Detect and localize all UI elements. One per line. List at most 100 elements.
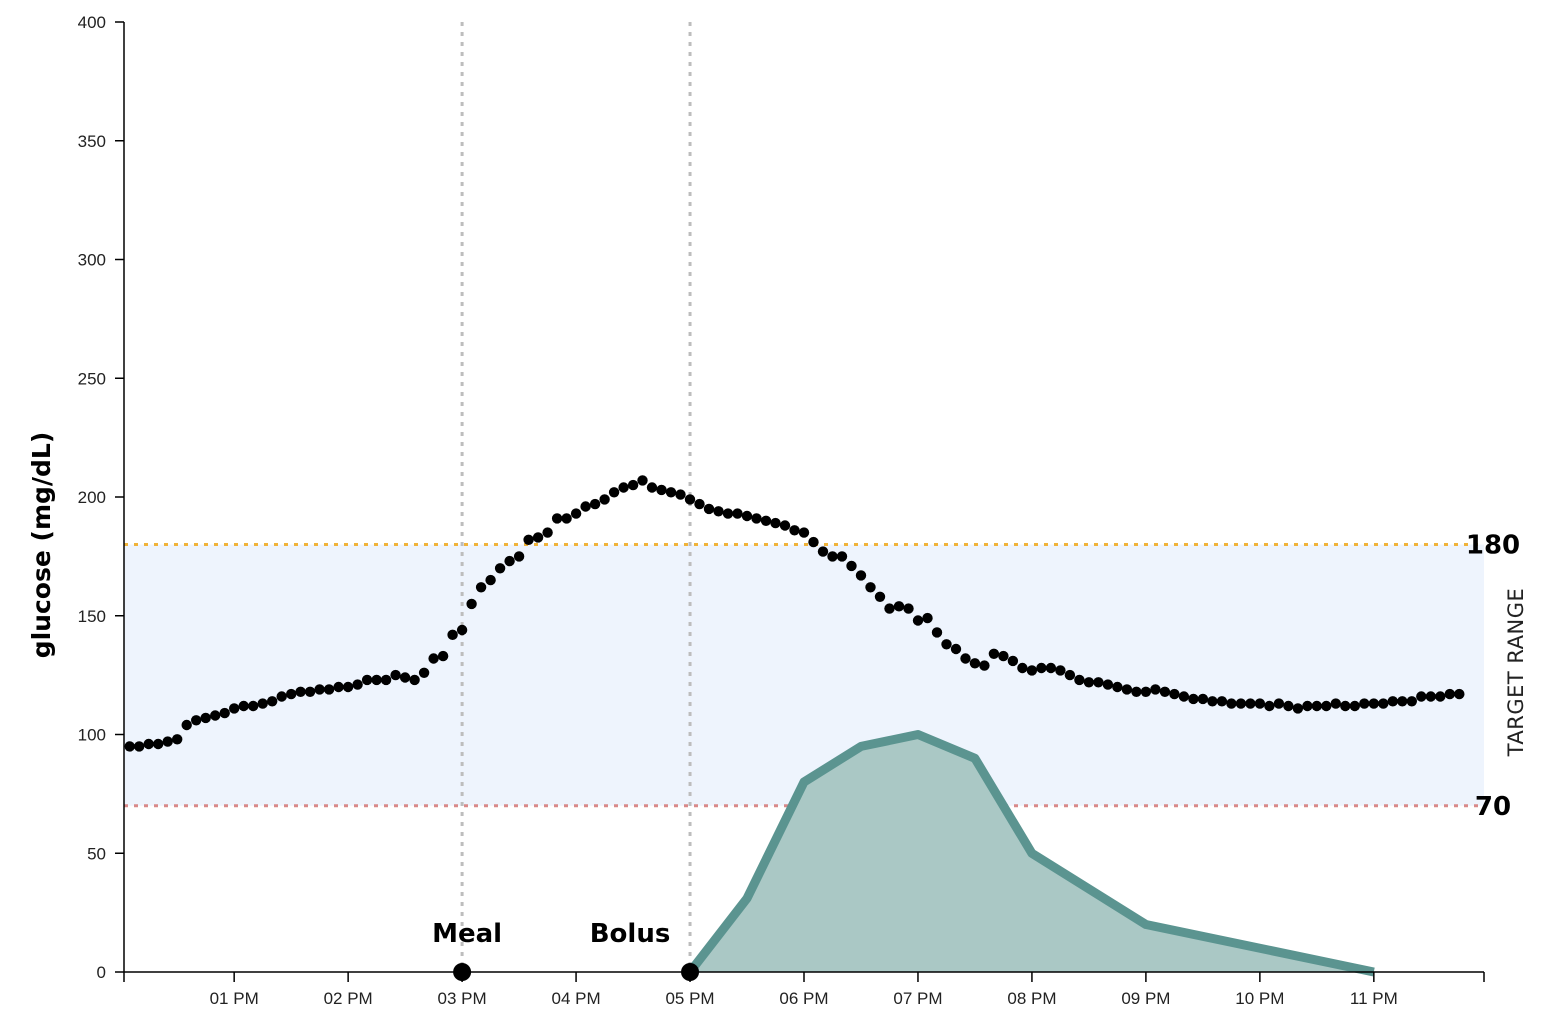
- glucose-point: [1140, 686, 1152, 697]
- glucose-point: [665, 487, 677, 498]
- glucose-point: [741, 510, 753, 522]
- insulin-area-line: [686, 730, 1375, 977]
- glucose-point: [153, 738, 164, 750]
- x-tick-label: 04 PM: [551, 989, 600, 1008]
- glucose-point: [542, 527, 553, 538]
- glucose-point: [589, 498, 601, 510]
- x-tick-label: 03 PM: [438, 989, 487, 1008]
- y-tick-label: 50: [87, 844, 106, 863]
- glucose-point: [827, 551, 838, 562]
- x-tick-label: 10 PM: [1235, 989, 1284, 1008]
- glucose-point: [1292, 703, 1304, 714]
- glucose-point: [437, 650, 449, 662]
- glucose-point: [371, 674, 382, 686]
- glucose-point: [1273, 698, 1285, 709]
- glucose-point: [475, 582, 487, 593]
- glucose-point: [267, 696, 278, 707]
- glucose-point: [941, 639, 952, 650]
- target-range-band: [124, 544, 1484, 806]
- y-tick-label: 300: [78, 251, 106, 270]
- glucose-point: [1387, 696, 1399, 707]
- glucose-point: [969, 658, 981, 669]
- x-tick-label: 11 PM: [1350, 989, 1398, 1008]
- x-tick-label: 09 PM: [1121, 989, 1170, 1008]
- glucose-point: [1406, 696, 1418, 707]
- x-tick-label: 02 PM: [324, 989, 373, 1008]
- y-tick-label: 150: [78, 607, 106, 626]
- glucose-point: [1150, 684, 1161, 695]
- glucose-point: [789, 525, 800, 536]
- glucose-point: [124, 741, 135, 752]
- x-tick-label: 05 PM: [665, 989, 714, 1008]
- glucose-point: [504, 555, 515, 567]
- glucose-point: [998, 650, 1009, 662]
- glucose-point: [523, 534, 534, 545]
- glucose-point: [599, 494, 610, 505]
- event-marker-bolus: [681, 963, 700, 981]
- threshold-label-70: 70: [1475, 792, 1511, 822]
- event-marker-meal: [453, 963, 472, 981]
- glucose-point: [1254, 698, 1266, 709]
- glucose-point: [1112, 681, 1123, 693]
- glucose-point: [874, 591, 886, 602]
- glucose-point: [570, 508, 582, 519]
- glucose-point: [1216, 696, 1228, 707]
- glucose-point: [181, 719, 192, 731]
- glucose-series: [124, 475, 1465, 752]
- glucose-point: [960, 653, 971, 664]
- glucose-point: [1159, 686, 1171, 697]
- glucose-point: [855, 570, 867, 581]
- glucose-point: [1435, 691, 1446, 702]
- insulin-area-series: [686, 730, 1375, 977]
- glucose-point: [295, 686, 306, 697]
- glucose-point: [1330, 698, 1342, 709]
- y-axis-title: glucose (mg/dL): [27, 432, 56, 659]
- glucose-point: [1444, 688, 1456, 700]
- glucose-point: [580, 501, 591, 512]
- glucose-point: [314, 684, 325, 695]
- glucose-point: [143, 738, 154, 750]
- x-tick-label: 08 PM: [1007, 989, 1056, 1008]
- glucose-point: [1416, 691, 1427, 702]
- glucose-point: [1178, 691, 1190, 702]
- glucose-point: [779, 520, 791, 531]
- glucose-point: [1045, 662, 1057, 674]
- glucose-point: [760, 515, 772, 526]
- glucose-point: [257, 698, 268, 709]
- x-tick-label: 01 PM: [210, 989, 259, 1008]
- glucose-point: [286, 688, 297, 700]
- glucose-point: [988, 648, 1000, 659]
- glucose-point: [684, 494, 696, 505]
- glucose-point: [950, 643, 962, 655]
- glucose-point: [352, 679, 363, 690]
- insulin-area-fill: [690, 734, 1374, 972]
- glucose-point: [1055, 665, 1066, 676]
- glucose-point: [456, 624, 468, 636]
- y-tick-label: 400: [78, 13, 106, 32]
- glucose-point: [1131, 686, 1142, 697]
- glucose-point: [722, 508, 734, 519]
- glucose-point: [1083, 677, 1095, 688]
- glucose-point: [1378, 698, 1389, 709]
- glucose-point: [447, 629, 458, 640]
- glucose-point: [361, 674, 373, 686]
- glucose-point: [893, 601, 905, 612]
- x-tick-label: 06 PM: [779, 989, 828, 1008]
- y-tick-label: 100: [78, 726, 106, 745]
- glucose-point: [836, 551, 848, 562]
- glucose-point: [1425, 691, 1437, 702]
- glucose-point: [1188, 693, 1199, 705]
- event-label-meal: Meal: [432, 919, 502, 949]
- glucose-point: [1064, 669, 1076, 681]
- glucose-point: [703, 503, 715, 515]
- glucose-point: [884, 603, 895, 614]
- glucose-point: [200, 712, 211, 724]
- glucose-point: [561, 513, 572, 524]
- glucose-point: [229, 703, 240, 714]
- glucose-point: [1226, 698, 1237, 709]
- glucose-point: [1026, 665, 1038, 676]
- glucose-point: [1197, 693, 1209, 705]
- glucose-point: [191, 715, 202, 726]
- glucose-point: [675, 489, 686, 500]
- glucose-point: [608, 487, 620, 498]
